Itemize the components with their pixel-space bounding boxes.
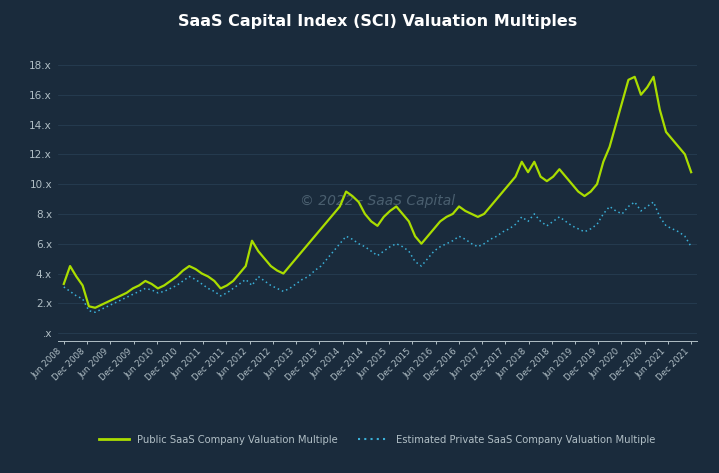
Legend: Public SaaS Company Valuation Multiple, Estimated Private SaaS Company Valuation: Public SaaS Company Valuation Multiple, … [96, 431, 659, 449]
Title: SaaS Capital Index (SCI) Valuation Multiples: SaaS Capital Index (SCI) Valuation Multi… [178, 14, 577, 29]
Text: © 2022 - SaaS Capital: © 2022 - SaaS Capital [300, 193, 455, 208]
